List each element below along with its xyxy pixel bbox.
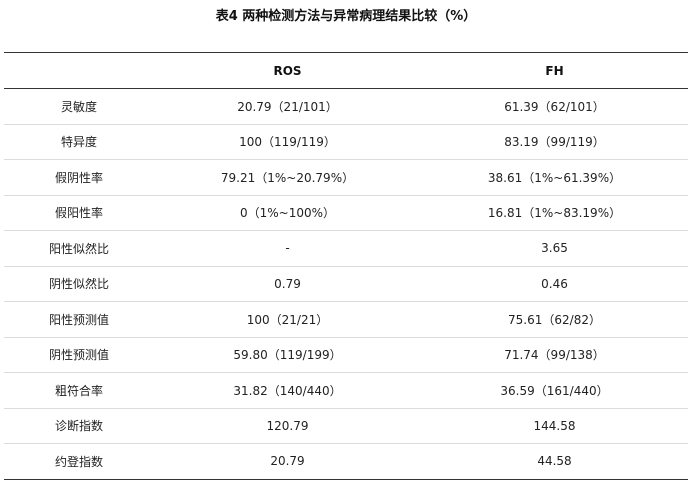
ros-value: 120.79 <box>154 408 421 444</box>
row-label: 诊断指数 <box>4 408 154 444</box>
row-label: 假阳性率 <box>4 195 154 231</box>
ros-value: 100（21/21） <box>154 301 421 338</box>
ros-value: 20.79（21/101） <box>154 88 421 125</box>
fh-value: 0.46 <box>421 266 688 302</box>
row-label: 约登指数 <box>4 443 154 480</box>
table-row: 阴性似然比 0.79 0.46 <box>4 266 688 302</box>
table-row: 阴性预测值 59.80（119/199） 71.74（99/138） <box>4 337 688 373</box>
row-label: 特异度 <box>4 124 154 160</box>
table-row: 阳性预测值 100（21/21） 75.61（62/82） <box>4 301 688 338</box>
table-row: 阳性似然比 - 3.65 <box>4 230 688 267</box>
fh-value: 83.19（99/119） <box>421 124 688 160</box>
ros-value: 0.79 <box>154 266 421 302</box>
row-label: 阴性似然比 <box>4 266 154 302</box>
row-label: 阳性似然比 <box>4 230 154 267</box>
table-row: 假阴性率 79.21（1%~20.79%） 38.61（1%~61.39%） <box>4 159 688 196</box>
table-row: 粗符合率 31.82（140/440） 36.59（161/440） <box>4 372 688 409</box>
fh-value: 44.58 <box>421 443 688 480</box>
row-label: 阴性预测值 <box>4 337 154 373</box>
row-label: 粗符合率 <box>4 372 154 409</box>
fh-value: 3.65 <box>421 230 688 267</box>
fh-value: 61.39（62/101） <box>421 88 688 125</box>
comparison-table: ROS FH 灵敏度 20.79（21/101） 61.39（62/101） 特… <box>4 52 688 480</box>
table-row: 约登指数 20.79 44.58 <box>4 443 688 480</box>
table-row: 灵敏度 20.79（21/101） 61.39（62/101） <box>4 88 688 125</box>
header-cell-ros: ROS <box>154 52 421 89</box>
row-label: 灵敏度 <box>4 88 154 125</box>
row-label: 阳性预测值 <box>4 301 154 338</box>
ros-value: 59.80（119/199） <box>154 337 421 373</box>
table-row: 假阳性率 0（1%~100%） 16.81（1%~83.19%） <box>4 195 688 231</box>
fh-value: 144.58 <box>421 408 688 444</box>
table-caption: 表4 两种检测方法与异常病理结果比较（%） <box>215 9 477 24</box>
fh-value: 75.61（62/82） <box>421 301 688 338</box>
fh-value: 38.61（1%~61.39%） <box>421 159 688 196</box>
row-label: 假阴性率 <box>4 159 154 196</box>
header-cell-fh: FH <box>421 52 688 89</box>
fh-value: 36.59（161/440） <box>421 372 688 409</box>
fh-value: 16.81（1%~83.19%） <box>421 195 688 231</box>
table-row: 特异度 100（119/119） 83.19（99/119） <box>4 124 688 160</box>
ros-value: - <box>154 230 421 267</box>
ros-value: 0（1%~100%） <box>154 195 421 231</box>
fh-value: 71.74（99/138） <box>421 337 688 373</box>
table-header-row: ROS FH <box>4 52 688 89</box>
header-cell-metric <box>4 52 154 89</box>
ros-value: 100（119/119） <box>154 124 421 160</box>
ros-value: 79.21（1%~20.79%） <box>154 159 421 196</box>
ros-value: 31.82（140/440） <box>154 372 421 409</box>
ros-value: 20.79 <box>154 443 421 480</box>
table-row: 诊断指数 120.79 144.58 <box>4 408 688 444</box>
